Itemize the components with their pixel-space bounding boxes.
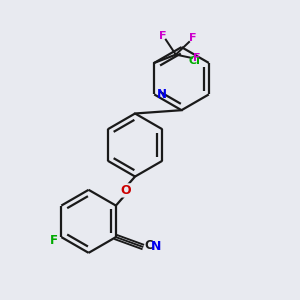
- Text: F: F: [159, 31, 167, 41]
- Text: Cl: Cl: [189, 56, 201, 66]
- Text: N: N: [151, 240, 161, 253]
- Text: O: O: [121, 184, 131, 197]
- Text: C: C: [144, 239, 153, 252]
- Text: F: F: [50, 234, 58, 247]
- Text: F: F: [189, 33, 197, 43]
- Text: F: F: [193, 53, 200, 63]
- Text: N: N: [157, 88, 166, 101]
